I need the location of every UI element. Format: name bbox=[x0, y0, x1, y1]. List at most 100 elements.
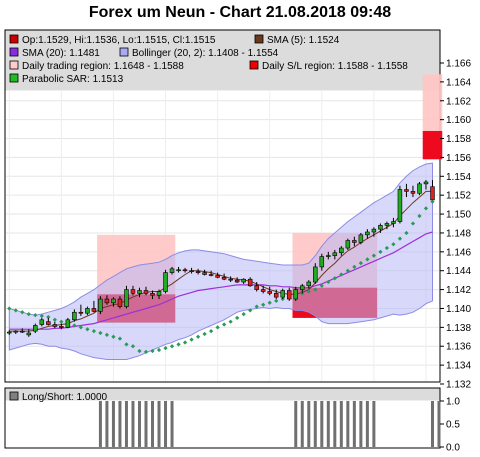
y-tick-label: 1.138 bbox=[446, 323, 471, 334]
candle-down bbox=[352, 240, 357, 243]
sar-dot bbox=[365, 257, 370, 262]
sar-dot bbox=[306, 289, 311, 294]
sar-dot bbox=[410, 221, 416, 226]
candle-down bbox=[202, 272, 207, 275]
candle-up bbox=[384, 223, 390, 226]
long-short-bar bbox=[300, 401, 304, 447]
sar-dot bbox=[423, 206, 429, 211]
long-short-bar bbox=[124, 401, 128, 447]
candle-down bbox=[20, 330, 25, 333]
candle-down bbox=[430, 186, 435, 201]
candle-down bbox=[404, 189, 409, 192]
sar-dot bbox=[352, 264, 357, 270]
candle-up bbox=[156, 291, 162, 296]
long-short-bar bbox=[164, 401, 168, 447]
long-short-bar bbox=[333, 401, 337, 447]
y-tick-label: 1.132 bbox=[446, 380, 471, 391]
candle-down bbox=[195, 271, 201, 273]
candle-down bbox=[234, 279, 240, 283]
candle-down bbox=[260, 289, 266, 292]
sar-dot bbox=[215, 325, 220, 330]
legend-label: SMA (5): 1.1524 bbox=[267, 35, 340, 46]
candle-up bbox=[85, 308, 90, 314]
candle-up bbox=[313, 266, 318, 283]
lower-tick-label: 0.0 bbox=[446, 443, 460, 454]
candle-up bbox=[65, 319, 71, 328]
chart-title: Forex um Neun - Chart 21.08.2018 09:48 bbox=[88, 4, 392, 21]
sar-dot bbox=[241, 312, 246, 317]
y-axis-ticks: 1.132 1.134 1.136 1.138 1.140 1.142 1.144 1.146… bbox=[440, 59, 471, 391]
candle-up bbox=[332, 252, 338, 256]
lower-legend-swatch bbox=[9, 391, 19, 401]
long-short-bar bbox=[98, 401, 102, 447]
candle-down bbox=[228, 278, 233, 281]
candle-up bbox=[378, 225, 383, 230]
y-tick-label: 1.160 bbox=[446, 115, 471, 126]
sar-dot bbox=[254, 304, 259, 309]
long-short-bar bbox=[339, 401, 343, 447]
candle-down bbox=[208, 274, 214, 276]
sar-dot bbox=[176, 342, 181, 347]
candle-up bbox=[391, 221, 396, 224]
long-short-bar bbox=[294, 401, 298, 447]
candle-up bbox=[137, 290, 142, 294]
long-short-bars bbox=[98, 401, 441, 447]
long-short-bar bbox=[307, 401, 311, 447]
candle-down bbox=[59, 326, 64, 328]
long-short-bar bbox=[326, 401, 330, 447]
long-short-bar bbox=[437, 401, 441, 447]
lower-legend-label: Long/Short: 1.0000 bbox=[22, 392, 108, 403]
y-tick-label: 1.154 bbox=[446, 172, 471, 183]
lower-y-ticks: 0.0 0.5 1.0 bbox=[440, 397, 460, 454]
y-tick-label: 1.134 bbox=[446, 361, 471, 372]
sar-dot bbox=[189, 337, 194, 342]
candle-up bbox=[358, 234, 364, 243]
candle-up bbox=[169, 268, 175, 273]
y-tick-label: 1.136 bbox=[446, 342, 471, 353]
long-short-bar bbox=[320, 401, 324, 447]
candle-down bbox=[286, 290, 292, 300]
legend-swatch bbox=[9, 34, 19, 44]
long-short-bar bbox=[352, 401, 356, 447]
sar-dot bbox=[182, 340, 188, 345]
candle-up bbox=[371, 228, 377, 233]
candle-up bbox=[417, 183, 422, 194]
candle-down bbox=[46, 321, 51, 325]
long-short-bar bbox=[137, 401, 141, 447]
sar-dot bbox=[208, 329, 214, 334]
long-short-bar bbox=[151, 401, 155, 447]
sar-dot bbox=[378, 249, 383, 254]
daily-trading-region bbox=[422, 74, 443, 131]
sar-dot bbox=[417, 213, 422, 219]
legend-swatch bbox=[9, 47, 19, 57]
sar-dot bbox=[358, 261, 363, 266]
candle-down bbox=[254, 285, 259, 290]
sar-dot bbox=[326, 279, 331, 285]
y-tick-label: 1.156 bbox=[446, 153, 471, 164]
candle-up bbox=[365, 231, 370, 236]
candle-up bbox=[326, 255, 331, 257]
candle-down bbox=[215, 275, 220, 278]
sar-dot bbox=[397, 236, 403, 241]
sar-dot bbox=[404, 230, 409, 236]
y-tick-label: 1.150 bbox=[446, 210, 471, 221]
legend-swatch bbox=[254, 34, 264, 44]
legend-label: Daily S/L region: 1.1588 - 1.1558 bbox=[262, 61, 408, 72]
y-tick-label: 1.162 bbox=[446, 96, 471, 107]
long-short-bar bbox=[118, 401, 122, 447]
y-tick-label: 1.146 bbox=[446, 247, 471, 258]
y-tick-label: 1.142 bbox=[446, 285, 471, 296]
candle-up bbox=[339, 247, 344, 254]
long-short-bar bbox=[144, 401, 148, 447]
sar-dot bbox=[156, 347, 162, 353]
candle-down bbox=[143, 290, 149, 294]
sar-dot bbox=[384, 245, 390, 251]
sar-dot bbox=[339, 272, 344, 277]
y-tick-label: 1.166 bbox=[446, 59, 471, 70]
legend-swatch bbox=[119, 47, 129, 57]
lower-tick-label: 1.0 bbox=[446, 397, 460, 408]
sar-dot bbox=[163, 346, 168, 351]
long-short-bar bbox=[313, 401, 317, 447]
sar-dot bbox=[313, 287, 318, 292]
